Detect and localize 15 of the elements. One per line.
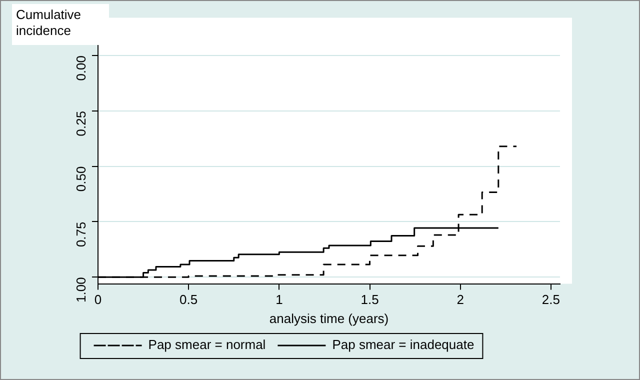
- legend-label: Pap smear = normal: [148, 337, 266, 352]
- x-tick-label: 1.5: [360, 292, 379, 308]
- x-tick-label: 2: [456, 292, 464, 308]
- x-tick-label: 0.5: [180, 292, 198, 308]
- y-axis-title: Cumulative incidence: [12, 4, 109, 45]
- y-tick-label: 0.50: [74, 166, 89, 192]
- x-tick-label: 1: [276, 292, 283, 308]
- y-tick-label: 0.75: [74, 222, 89, 248]
- x-tick-label: 0: [94, 292, 102, 308]
- y-tick-label: 0.00: [74, 55, 89, 81]
- x-tick-label: 2.5: [542, 292, 560, 308]
- legend-label: Pap smear = inadequate: [332, 337, 474, 352]
- y-tick-label: 1.00: [74, 277, 89, 302]
- y-tick-label: 0.25: [74, 110, 89, 136]
- x-axis-title: analysis time (years): [269, 310, 389, 326]
